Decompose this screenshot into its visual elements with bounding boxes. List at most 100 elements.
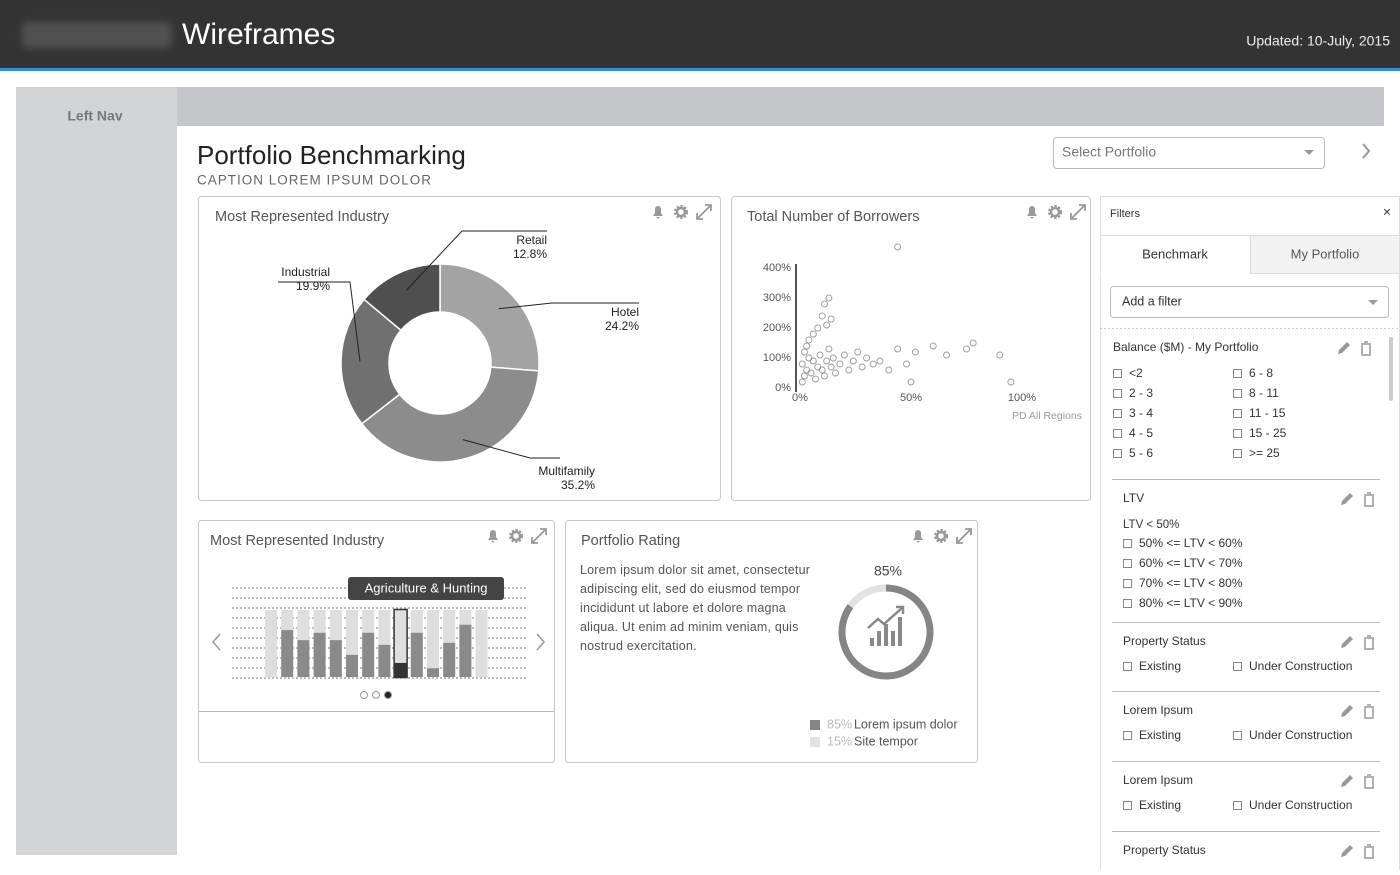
bar[interactable] [378, 644, 391, 677]
bar[interactable] [313, 632, 326, 677]
edit-icon[interactable] [1341, 845, 1353, 857]
bar-selected [393, 608, 408, 679]
bar[interactable] [427, 668, 439, 677]
pager-dot[interactable] [360, 691, 368, 699]
bell-icon[interactable] [488, 530, 498, 543]
edit-icon[interactable] [1338, 342, 1350, 354]
pager-dot[interactable] [372, 691, 380, 699]
scatter-point [809, 357, 817, 365]
bar[interactable] [329, 640, 342, 677]
checkbox[interactable] [1113, 369, 1122, 378]
bar[interactable] [297, 640, 310, 677]
segment-label: Multifamily [538, 464, 595, 478]
checkbox[interactable] [1233, 731, 1242, 740]
next-chevron[interactable] [1362, 143, 1371, 159]
y-tick-label: 400% [763, 262, 791, 274]
scatter-point [963, 345, 970, 353]
filter-title: Property Status [1123, 634, 1206, 648]
left-nav[interactable] [16, 87, 177, 855]
edit-icon[interactable] [1341, 636, 1353, 648]
card-title: Total Number of Borrowers [747, 209, 919, 225]
bell-icon[interactable] [653, 206, 663, 219]
delete-icon[interactable] [1361, 341, 1371, 356]
bar[interactable] [281, 630, 294, 677]
bell-icon[interactable] [1027, 206, 1037, 219]
filter-option: 15 - 25 [1249, 426, 1287, 440]
delete-icon[interactable] [1364, 774, 1374, 789]
filter-option: 80% <= LTV < 90% [1139, 596, 1243, 610]
checkbox[interactable] [1113, 409, 1122, 418]
delete-icon[interactable] [1364, 492, 1374, 507]
scatter-point [849, 357, 857, 365]
scatter-point [869, 360, 877, 368]
checkbox[interactable] [1233, 429, 1242, 438]
x-tick-label: 0% [792, 392, 808, 404]
top-bar [177, 87, 1384, 126]
page-title: Portfolio Benchmarking [197, 140, 466, 170]
segment-label: Industrial [281, 265, 330, 279]
filter-title: Lorem Ipsum [1123, 703, 1193, 717]
card-actions [653, 204, 712, 220]
checkbox[interactable] [1113, 389, 1122, 398]
segment-value: 24.2% [605, 319, 639, 333]
bar[interactable] [362, 632, 375, 677]
checkbox[interactable] [1123, 801, 1132, 810]
scatter-point [823, 357, 831, 365]
delete-icon[interactable] [1364, 704, 1374, 719]
edit-icon[interactable] [1341, 493, 1353, 505]
gear-icon[interactable] [674, 205, 688, 219]
bar[interactable] [346, 654, 358, 677]
filter-option: Under Construction [1249, 659, 1352, 673]
gear-icon[interactable] [934, 529, 948, 543]
gauge-arc [847, 584, 887, 609]
gear-hub [510, 530, 522, 542]
tab[interactable] [1250, 235, 1400, 274]
checkbox[interactable] [1233, 409, 1242, 418]
prev-arrow[interactable] [212, 633, 221, 651]
expand-icon[interactable] [531, 528, 547, 544]
filter-title: Lorem Ipsum [1123, 773, 1193, 787]
leader-line [278, 281, 361, 362]
filters-close[interactable]: × [1383, 204, 1391, 220]
checkbox[interactable] [1233, 389, 1242, 398]
checkbox[interactable] [1123, 731, 1132, 740]
checkbox[interactable] [1113, 449, 1122, 458]
filter-option: 50% <= LTV < 60% [1139, 536, 1243, 550]
legend-value: 15% [827, 734, 852, 748]
checkbox[interactable] [1233, 369, 1242, 378]
checkbox[interactable] [1123, 662, 1132, 671]
expand-icon[interactable] [1070, 204, 1086, 220]
add-filter[interactable] [1110, 286, 1389, 318]
next-arrow[interactable] [536, 633, 545, 651]
segment-value: 19.9% [296, 279, 330, 293]
gear-icon[interactable] [509, 529, 523, 543]
checkbox[interactable] [1123, 559, 1132, 568]
bar[interactable] [459, 624, 472, 677]
card [198, 196, 721, 501]
scatter-point [818, 312, 826, 320]
edit-icon[interactable] [1341, 705, 1353, 717]
edit-icon[interactable] [1341, 775, 1353, 787]
checkbox[interactable] [1233, 449, 1242, 458]
bar[interactable] [443, 642, 456, 677]
bell-icon[interactable] [913, 530, 923, 543]
bar[interactable] [394, 662, 407, 677]
portfolio-select[interactable] [1053, 137, 1325, 169]
checkbox[interactable] [1123, 599, 1132, 608]
checkbox[interactable] [1123, 579, 1132, 588]
filter-title: LTV [1123, 491, 1144, 505]
bar-track [475, 610, 488, 677]
checkbox[interactable] [1123, 539, 1132, 548]
leader-line [498, 302, 639, 310]
checkbox[interactable] [1113, 429, 1122, 438]
expand-icon[interactable] [696, 204, 712, 220]
gear-icon[interactable] [1048, 205, 1062, 219]
expand-icon[interactable] [956, 528, 972, 544]
delete-icon[interactable] [1364, 844, 1374, 859]
checkbox[interactable] [1233, 662, 1242, 671]
pager-dot[interactable] [384, 691, 392, 699]
checkbox[interactable] [1233, 801, 1242, 810]
delete-icon[interactable] [1364, 635, 1374, 650]
bar[interactable] [410, 632, 423, 677]
card-title: Most Represented Industry [210, 533, 385, 549]
